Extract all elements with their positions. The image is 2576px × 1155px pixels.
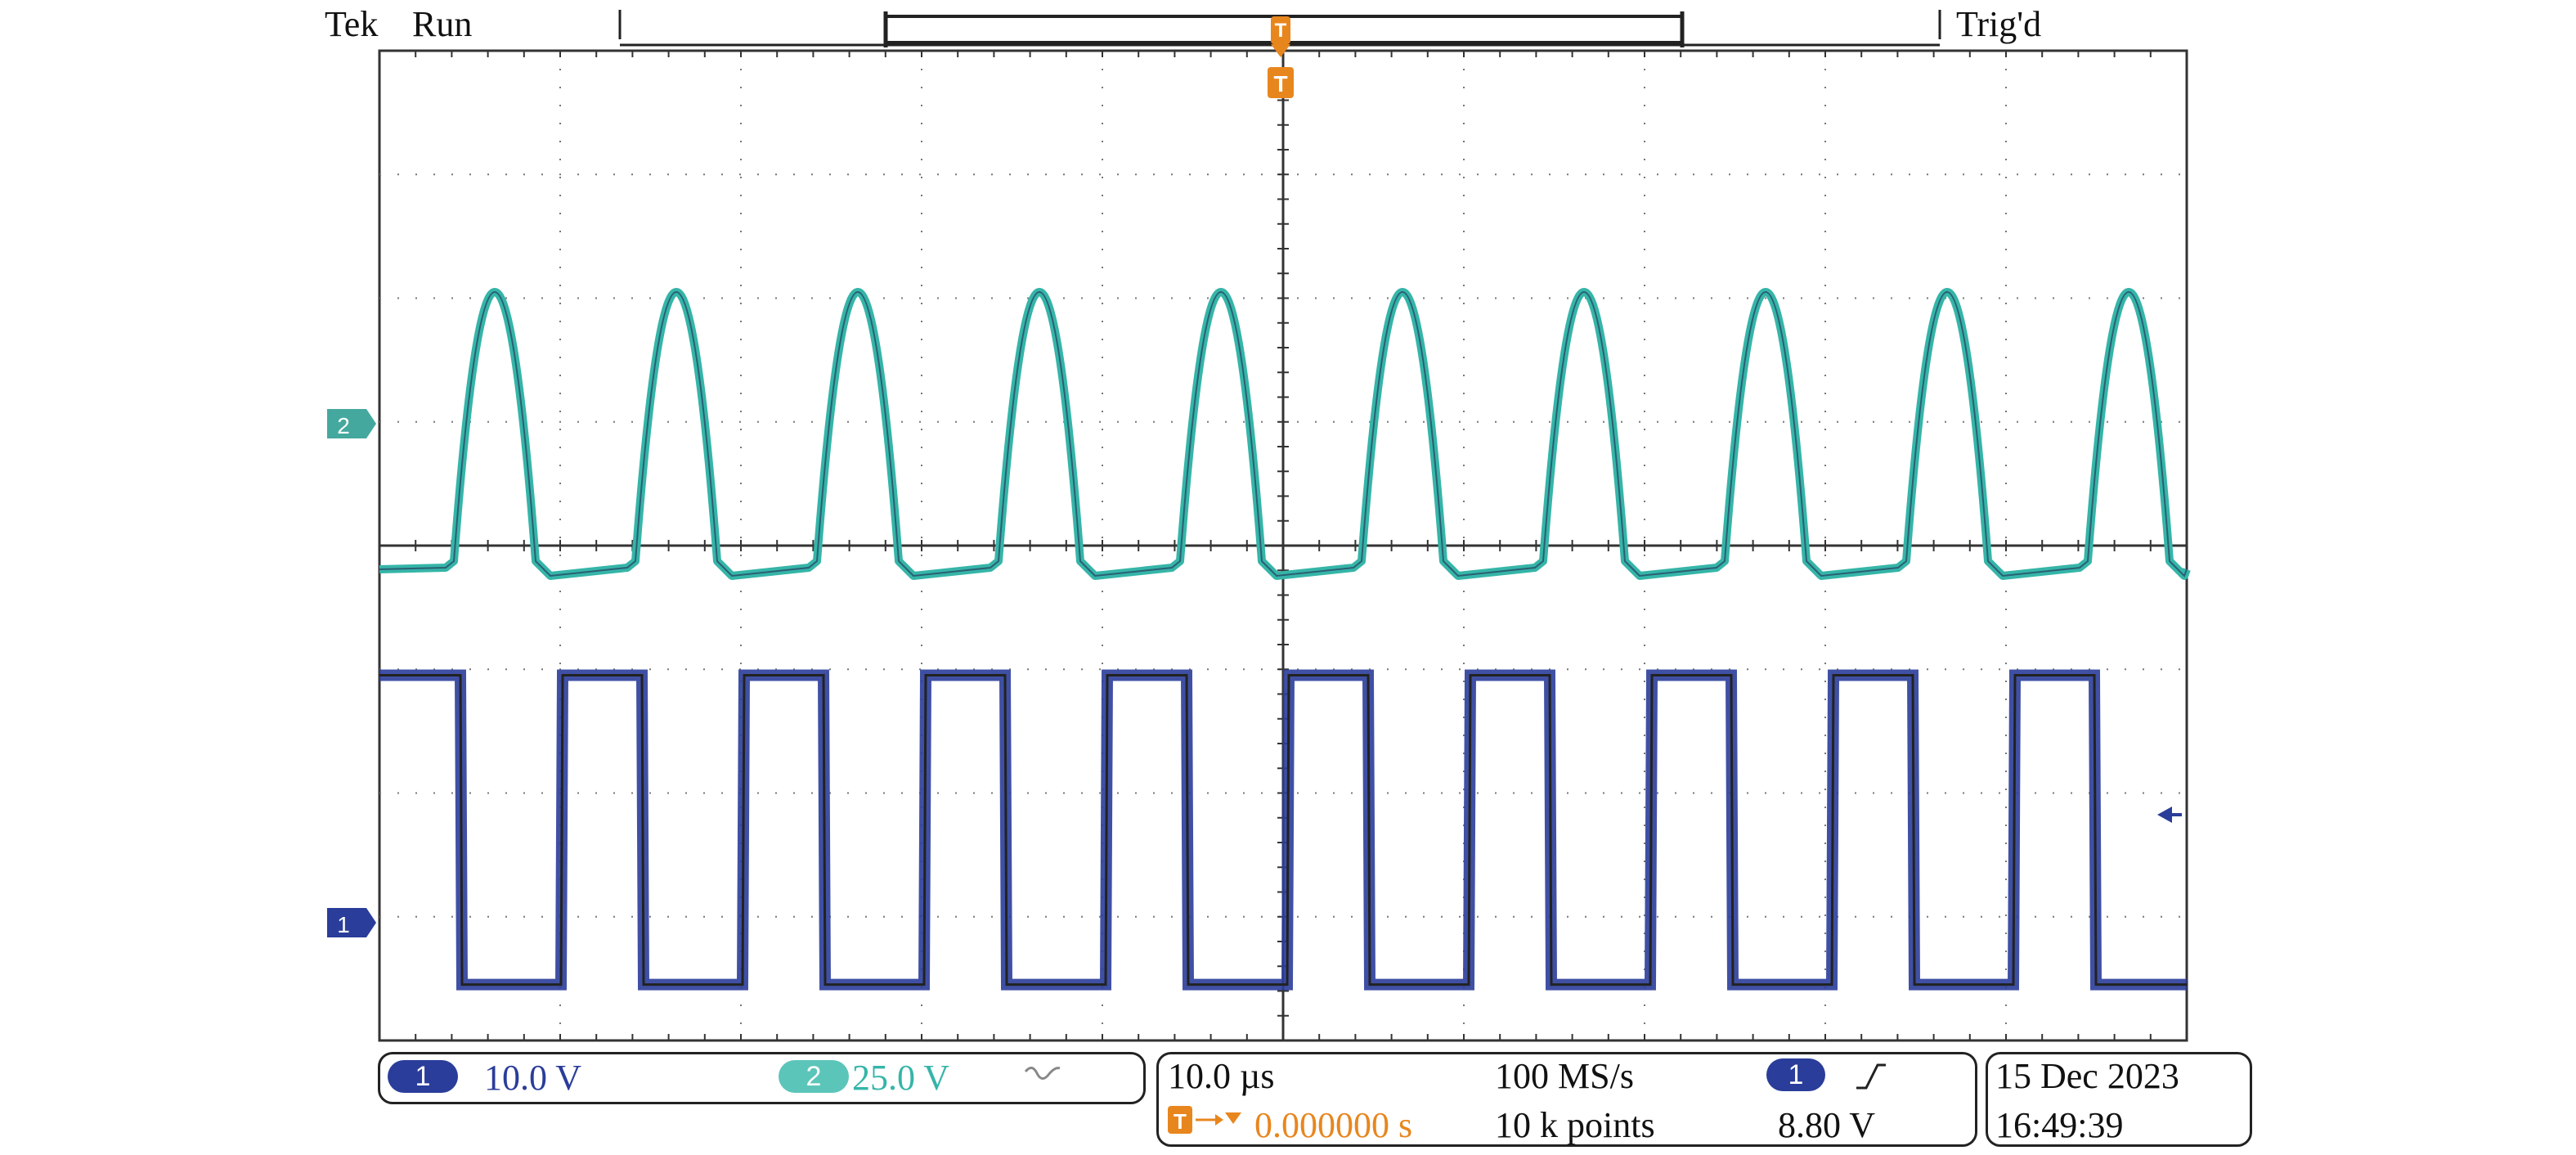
horizontal-scale: 10.0 µs (1168, 1056, 1275, 1096)
ch1-trace-band (379, 669, 2187, 991)
channel-readout-box[interactable] (378, 1052, 1146, 1104)
timebase-readout-box[interactable] (1156, 1052, 1977, 1147)
record-length: 10 k points (1495, 1105, 1655, 1145)
time-label: 16:49:39 (1995, 1105, 2124, 1145)
ch2-scale: 25.0 V (852, 1058, 949, 1098)
ch2-trace-edge (379, 291, 2188, 578)
svg-text:1: 1 (337, 912, 350, 937)
date-label: 15 Dec 2023 (1995, 1056, 2179, 1096)
bandwidth-limit-icon (1024, 1067, 1061, 1080)
trigger-level: 8.80 V (1778, 1105, 1875, 1145)
rising-edge-icon (1856, 1063, 1886, 1090)
trigger-offset-icon: T (1168, 1104, 1258, 1141)
ch1-trace-edge (379, 674, 2187, 986)
datetime-box (1986, 1052, 2252, 1147)
run-state: Run (412, 4, 473, 44)
waveform-display[interactable]: T T 2 1 (0, 0, 2576, 1055)
channel-2-ground-marker: 2 (327, 409, 376, 438)
trigger-position-marker: T (1271, 16, 1290, 57)
svg-text:2: 2 (337, 413, 350, 438)
svg-text:T: T (1273, 71, 1287, 97)
svg-text:T: T (1275, 20, 1287, 42)
ch1-badge: 1 (388, 1060, 458, 1093)
channel-1-ground-marker: 1 (327, 908, 376, 937)
svg-text:T: T (1174, 1109, 1187, 1134)
sample-rate: 100 MS/s (1495, 1056, 1634, 1096)
trigger-level-arrow-icon (2157, 807, 2182, 823)
trigger-offset: 0.000000 s (1254, 1105, 1413, 1145)
channel-2-waveform (379, 288, 2191, 580)
trigger-source-badge: 1 (1766, 1058, 1825, 1091)
ch1-scale: 10.0 V (484, 1058, 581, 1098)
trigger-state: Trig'd (1956, 4, 2042, 44)
brand-label: Tek (325, 4, 379, 44)
trigger-t-marker: T (1268, 67, 1294, 98)
ch2-badge: 2 (779, 1060, 849, 1093)
channel-1-waveform (379, 669, 2187, 991)
